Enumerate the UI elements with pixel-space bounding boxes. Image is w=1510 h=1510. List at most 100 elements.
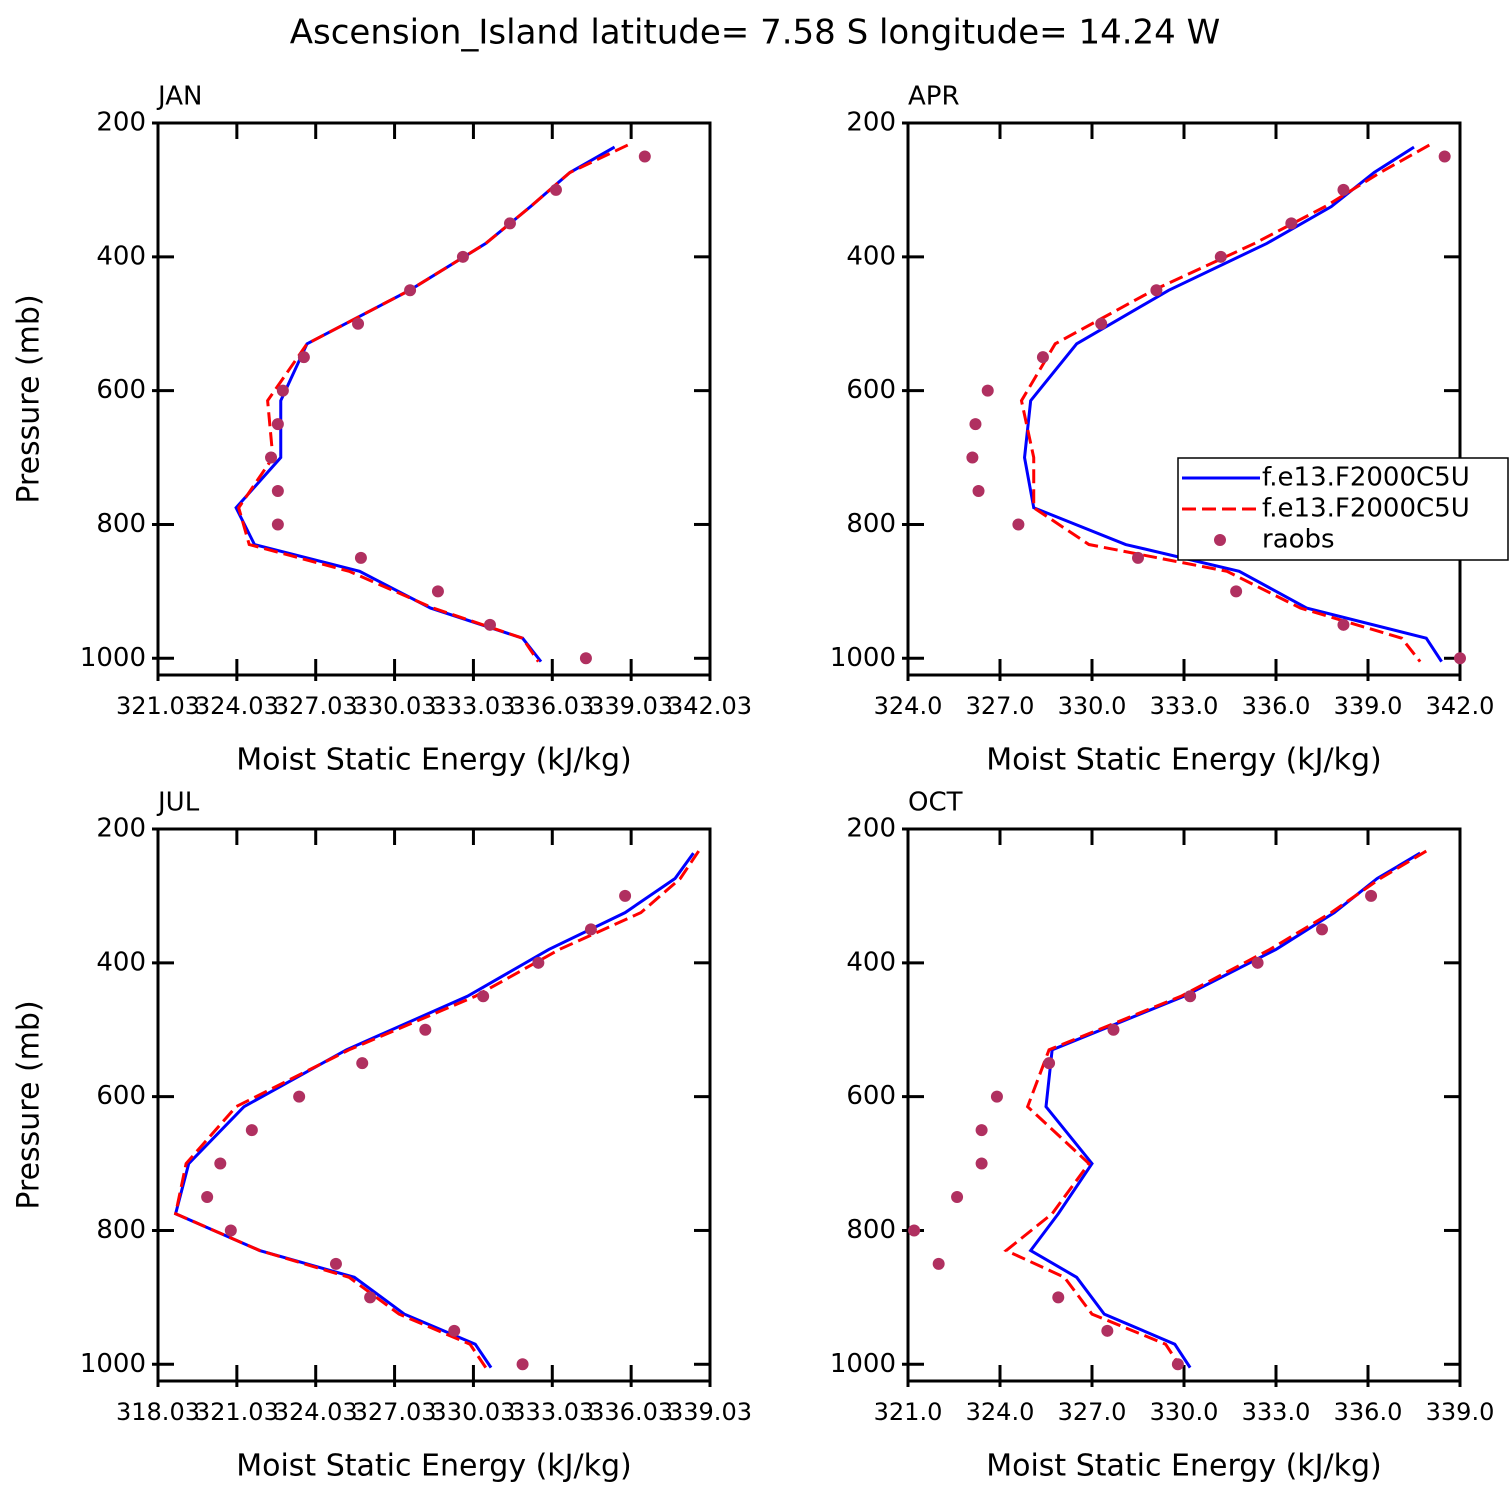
profile-line <box>1019 143 1431 663</box>
panel-title: APR <box>908 82 960 112</box>
x-tick-label: 336.0 <box>1242 692 1311 720</box>
x-tick-label: 327.03 <box>274 692 358 720</box>
raob-point <box>271 418 284 431</box>
legend-label: f.e13.F2000C5U <box>1262 463 1470 493</box>
x-tick-label: 339.03 <box>668 1398 752 1426</box>
profile-line <box>1028 851 1421 1369</box>
raob-point <box>419 1023 432 1036</box>
y-tick-label: 400 <box>96 947 146 977</box>
x-tick-label: 327.0 <box>966 692 1035 720</box>
raob-point <box>404 284 417 297</box>
raob-point <box>1316 923 1328 936</box>
raob-point <box>619 889 632 902</box>
raob-point <box>969 418 982 431</box>
raob-point <box>356 1057 369 1070</box>
x-tick-label: 339.0 <box>1426 1398 1495 1426</box>
y-tick-label: 200 <box>846 108 896 138</box>
raob-point <box>1251 956 1264 969</box>
raob-point <box>1230 585 1243 598</box>
raob-point <box>1036 351 1049 364</box>
figure-title: Ascension_Island latitude= 7.58 S longit… <box>290 13 1221 53</box>
raob-point <box>1150 284 1163 297</box>
raob-point <box>1171 1358 1184 1371</box>
x-tick-label: 342.03 <box>668 692 752 720</box>
raob-point <box>1454 652 1466 665</box>
raob-point <box>516 1358 529 1371</box>
raob-point <box>271 485 284 497</box>
panel-title: OCT <box>908 788 963 818</box>
x-tick-label: 336.03 <box>510 692 594 720</box>
x-tick-label: 318.03 <box>116 1398 200 1426</box>
x-tick-label: 324.0 <box>966 1398 1035 1426</box>
raob-point <box>908 1224 921 1237</box>
x-axis-label: Moist Static Energy (kJ/kg) <box>986 1449 1382 1484</box>
raob-point <box>354 551 367 564</box>
y-tick-label: 800 <box>96 1215 146 1245</box>
raob-point <box>329 1257 342 1270</box>
panel-title: JUL <box>156 788 200 818</box>
raob-point <box>1438 150 1451 163</box>
x-tick-label: 333.03 <box>510 1398 594 1426</box>
raob-point <box>1214 250 1227 263</box>
raob-point <box>1052 1291 1065 1304</box>
raob-point <box>1012 518 1025 531</box>
raob-point <box>532 956 545 969</box>
raob-point <box>477 990 490 1003</box>
raob-point <box>638 150 651 163</box>
raob-point <box>584 923 597 936</box>
raob-point <box>456 250 469 263</box>
raob-point <box>448 1324 461 1337</box>
y-tick-label: 600 <box>96 375 146 405</box>
y-tick-label: 200 <box>96 108 146 138</box>
x-tick-label: 327.03 <box>353 1398 437 1426</box>
raob-point <box>293 1090 306 1103</box>
y-tick-label: 200 <box>96 814 146 844</box>
profile-line <box>1003 849 1428 1369</box>
plot-frame <box>156 121 712 677</box>
raob-point <box>1132 551 1144 564</box>
x-tick-label: 333.03 <box>431 692 515 720</box>
raob-point <box>201 1191 214 1203</box>
raob-point <box>245 1124 258 1137</box>
y-tick-label: 1000 <box>830 643 896 673</box>
y-tick-label: 400 <box>846 241 896 271</box>
x-tick-label: 324.0 <box>874 692 943 720</box>
x-axis-label: Moist Static Energy (kJ/kg) <box>236 1449 632 1484</box>
raob-point <box>975 1124 988 1137</box>
raob-point <box>1337 183 1350 196</box>
raob-point <box>1337 618 1350 631</box>
profile-line <box>237 143 629 663</box>
y-tick-label: 800 <box>846 509 896 539</box>
raob-point <box>1043 1057 1056 1070</box>
x-tick-label: 342.0 <box>1426 692 1495 720</box>
y-tick-label: 1000 <box>80 1349 146 1379</box>
raob-point <box>431 585 444 598</box>
raob-point <box>932 1257 945 1270</box>
raob-point <box>972 485 985 497</box>
y-tick-label: 1000 <box>80 643 146 673</box>
profile-line <box>173 852 695 1369</box>
raob-point <box>579 652 592 665</box>
raob-point <box>1365 889 1378 902</box>
y-tick-label: 400 <box>846 947 896 977</box>
raob-point <box>214 1157 227 1170</box>
y-tick-label: 200 <box>846 814 896 844</box>
x-axis-label: Moist Static Energy (kJ/kg) <box>986 743 1382 778</box>
raob-point <box>271 518 284 531</box>
raob-point <box>1184 990 1197 1003</box>
raob-point <box>483 618 496 631</box>
profile-line <box>1023 145 1443 663</box>
raob-point <box>224 1224 237 1237</box>
x-tick-label: 321.03 <box>195 1398 279 1426</box>
profile-line <box>173 850 700 1369</box>
raob-point <box>975 1157 988 1170</box>
raob-point <box>265 451 278 464</box>
raob-point <box>364 1291 377 1304</box>
raob-point <box>1101 1324 1114 1337</box>
x-tick-label: 333.0 <box>1242 1398 1311 1426</box>
plot-frame <box>906 121 1462 677</box>
raob-point <box>549 183 562 196</box>
raob-point <box>276 384 289 397</box>
x-tick-label: 339.0 <box>1334 692 1403 720</box>
